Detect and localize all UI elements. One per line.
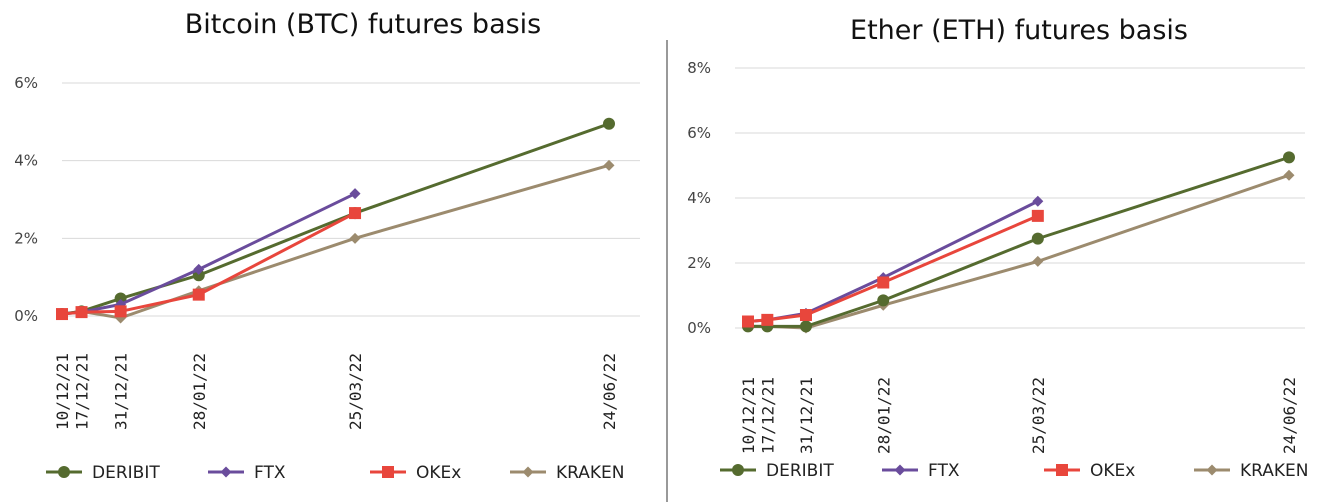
data-point-okex — [75, 306, 88, 319]
data-point-okex — [56, 308, 68, 321]
y-tick-label: 2% — [14, 229, 38, 247]
legend-marker-okex — [382, 466, 394, 478]
x-tick-label: 10/12/21 — [739, 377, 758, 454]
x-tick-label: 24/06/22 — [600, 353, 619, 430]
chart-panel-1: Bitcoin (BTC) futures basis 0% 2% 4% 6% 10/12… — [14, 9, 640, 483]
data-point-kraken — [1283, 169, 1295, 181]
series-line-okex — [747, 214, 1039, 323]
legend-label: DERIBIT — [92, 463, 160, 483]
data-point-okex — [742, 315, 754, 328]
x-tick-label: 25/03/22 — [346, 353, 365, 430]
x-tick-label: 17/12/21 — [758, 377, 777, 454]
y-tick-label: 4% — [687, 189, 711, 207]
x-tick-label: 31/12/21 — [797, 377, 816, 454]
legend-label: KRAKEN — [556, 463, 625, 483]
y-tick-label: 0% — [687, 319, 711, 337]
chart-title: Bitcoin (BTC) futures basis — [185, 9, 542, 40]
data-point-ftx — [193, 263, 205, 275]
x-tick-label: 25/03/22 — [1029, 377, 1048, 454]
data-point-deribit — [1283, 151, 1295, 164]
legend-item-deribit: DERIBIT — [720, 461, 834, 481]
legend-marker-deribit — [58, 466, 70, 478]
y-tick-label: 2% — [687, 254, 711, 272]
legend-label: OKEx — [416, 463, 461, 483]
legend-marker-deribit — [732, 464, 744, 476]
legend-item-okex: OKEx — [370, 463, 461, 483]
data-point-kraken — [349, 232, 361, 244]
y-tick-label: 0% — [14, 307, 38, 325]
legend-item-kraken: KRAKEN — [510, 463, 625, 483]
x-tick-label: 24/06/22 — [1280, 377, 1299, 454]
data-point-okex — [1031, 209, 1044, 222]
legend-item-ftx: FTX — [208, 463, 286, 483]
x-tick-label: 17/12/21 — [73, 353, 92, 430]
y-tick-label: 6% — [687, 124, 711, 142]
x-tick-label: 31/12/21 — [112, 353, 131, 430]
x-tick-label: 10/12/21 — [53, 353, 72, 430]
legend-label: DERIBIT — [766, 461, 834, 481]
data-point-deribit — [1031, 232, 1044, 245]
data-point-okex — [114, 305, 127, 318]
series-line-deribit — [61, 122, 610, 316]
data-point-okex — [192, 288, 205, 301]
legend-item-kraken: KRAKEN — [1194, 461, 1309, 481]
data-point-ftx — [349, 188, 361, 200]
legend-label: KRAKEN — [1240, 461, 1309, 481]
legend-marker-ftx — [894, 464, 906, 476]
legend-marker-kraken — [1206, 464, 1218, 476]
data-point-deribit — [799, 320, 812, 333]
data-point-deribit — [877, 294, 890, 307]
x-tick-label: 28/01/22 — [190, 353, 209, 430]
legend-label: FTX — [254, 463, 286, 483]
data-point-kraken — [603, 159, 615, 171]
legend-marker-okex — [1056, 464, 1068, 476]
data-point-deribit — [603, 117, 615, 130]
chart-title: Ether (ETH) futures basis — [850, 15, 1188, 46]
data-point-kraken — [1032, 255, 1044, 267]
y-tick-label: 8% — [687, 59, 711, 77]
x-tick-label: 28/01/22 — [874, 377, 893, 454]
legend-item-deribit: DERIBIT — [46, 463, 160, 483]
data-point-ftx — [1032, 195, 1044, 207]
legend-label: OKEx — [1090, 461, 1135, 481]
y-tick-label: 4% — [14, 152, 38, 170]
legend-item-okex: OKEx — [1044, 461, 1135, 481]
legend-marker-kraken — [522, 466, 534, 478]
y-tick-label: 6% — [14, 74, 38, 92]
legend-marker-ftx — [220, 466, 232, 478]
legend-label: FTX — [928, 461, 960, 481]
data-point-okex — [799, 309, 812, 321]
data-point-okex — [349, 207, 362, 220]
data-point-okex — [761, 313, 774, 326]
chart-panel-2: Ether (ETH) futures basis 0% 2% 4% 6% 8% 10/12… — [687, 15, 1308, 481]
data-point-okex — [877, 276, 890, 289]
legend-item-ftx: FTX — [882, 461, 960, 481]
